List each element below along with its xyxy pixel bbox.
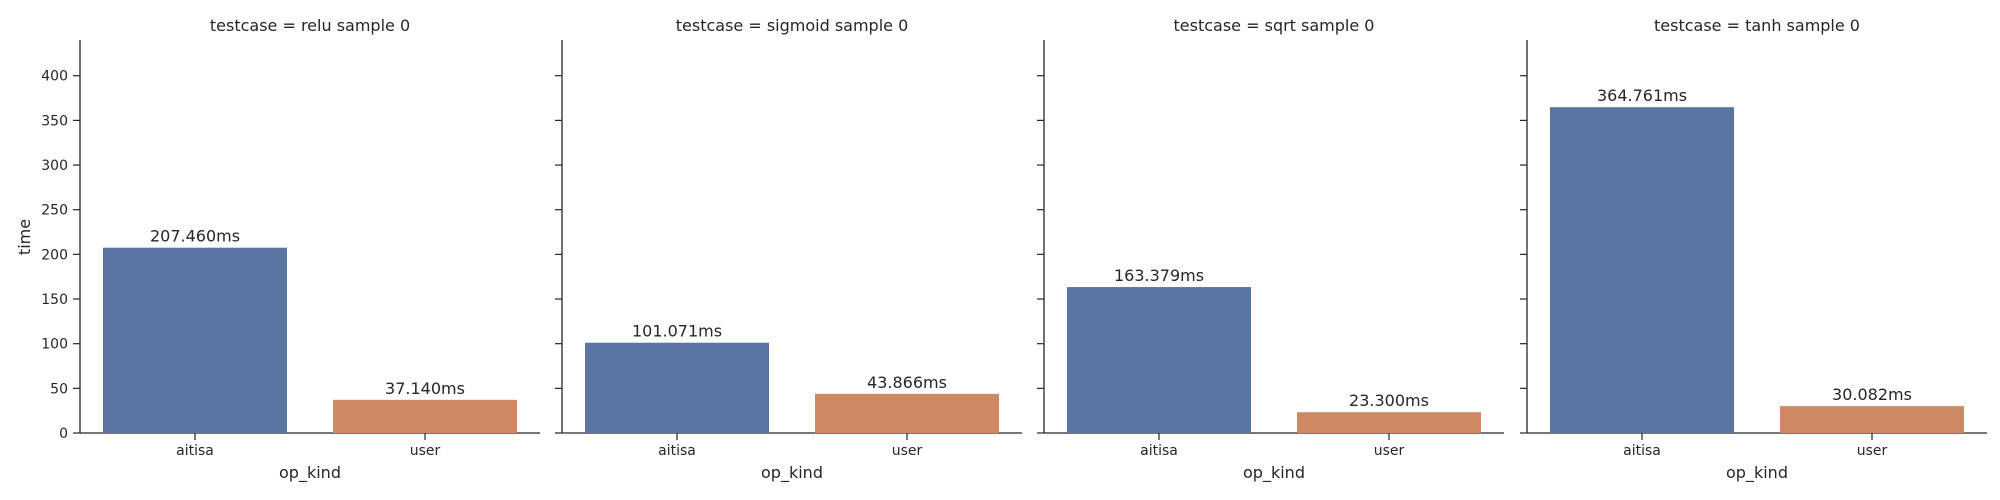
y-tick-label: 150	[41, 292, 68, 308]
bar-user	[1780, 406, 1964, 433]
bar-user	[1297, 412, 1481, 433]
x-axis-label: op_kind	[279, 463, 341, 483]
x-axis-label: op_kind	[1726, 463, 1788, 483]
y-tick-label: 350	[41, 113, 68, 129]
facet-title: testcase = sqrt sample 0	[1174, 16, 1375, 35]
y-tick-label: 300	[41, 158, 68, 174]
bar-aitisa	[103, 247, 287, 433]
bar-user	[815, 393, 999, 433]
x-tick-label: user	[1857, 443, 1888, 459]
data-label: 101.071ms	[632, 322, 722, 341]
data-label: 364.761ms	[1597, 86, 1687, 105]
bar-aitisa	[585, 342, 769, 433]
x-tick-label: user	[892, 443, 923, 459]
data-label: 163.379ms	[1114, 266, 1204, 285]
y-tick-label: 400	[41, 69, 68, 85]
x-tick-label: aitisa	[1623, 443, 1661, 459]
data-label: 207.460ms	[150, 227, 240, 246]
y-axis-label: time	[15, 219, 34, 255]
facet-title: testcase = sigmoid sample 0	[676, 16, 909, 35]
x-axis-label: op_kind	[761, 463, 823, 483]
y-tick-label: 0	[59, 426, 68, 442]
x-tick-label: aitisa	[176, 443, 214, 459]
y-tick-label: 100	[41, 337, 68, 353]
data-label: 37.140ms	[385, 379, 465, 398]
y-tick-label: 250	[41, 203, 68, 219]
bar-user	[333, 399, 517, 433]
bar-aitisa	[1067, 287, 1251, 433]
x-tick-label: aitisa	[1140, 443, 1178, 459]
data-label: 23.300ms	[1349, 391, 1429, 410]
bar-aitisa	[1550, 107, 1734, 433]
data-label: 30.082ms	[1832, 385, 1912, 404]
facet-title: testcase = tanh sample 0	[1654, 16, 1860, 35]
facet-title: testcase = relu sample 0	[210, 16, 410, 35]
x-axis-label: op_kind	[1243, 463, 1305, 483]
y-tick-label: 50	[50, 381, 68, 397]
x-tick-label: aitisa	[658, 443, 696, 459]
x-tick-label: user	[1374, 443, 1405, 459]
data-label: 43.866ms	[867, 373, 947, 392]
x-tick-label: user	[410, 443, 441, 459]
y-tick-label: 200	[41, 247, 68, 263]
